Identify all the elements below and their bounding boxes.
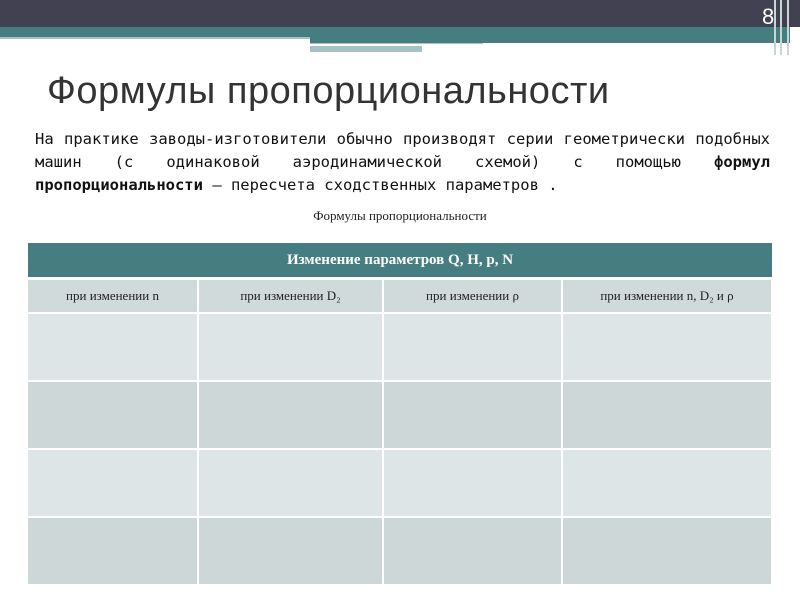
table-row [28,381,773,450]
cell [562,381,773,450]
cell [383,517,563,586]
table-caption: Формулы пропорциональности [313,208,487,223]
text: На практике заводы-изготовители обычно п… [35,130,770,171]
cell [383,449,563,518]
decor-line [310,43,483,46]
formula-table: Изменение параметров Q, H, p, N при изме… [28,243,773,586]
cell [198,517,384,586]
decor-line [780,0,782,55]
cell [562,449,773,518]
cell [28,449,199,518]
table-row [28,517,773,586]
cell [383,313,563,382]
top-bar [0,0,800,27]
column-header: при изменении n [28,278,199,314]
table-row [28,313,773,382]
cell [562,517,773,586]
decor-line [787,0,789,55]
text: – пересчета сходственных параметров . [202,176,558,194]
cell [198,313,384,382]
decor-line [774,0,776,55]
decor-band [0,27,790,38]
table-header: Изменение параметров Q, H, p, N [28,243,772,280]
body-paragraph: На практике заводы-изготовители обычно п… [35,128,770,197]
decor-band [0,37,310,39]
cell [28,313,199,382]
column-header: при изменении n, D₂ и ρ [562,278,773,314]
column-header: при изменении ρ [383,278,563,314]
slide-number: 8 [762,4,775,29]
cell [562,313,773,382]
slide-title: Формулы пропорциональности [47,70,610,112]
decor-band [310,38,790,43]
cell [198,449,384,518]
cell [198,381,384,450]
cell [28,517,199,586]
cell [28,381,199,450]
column-header: при изменении D₂ [198,278,384,314]
decor-band [310,46,422,52]
cell [383,381,563,450]
table-row [28,449,773,518]
bold-term: формул пропорциональности [35,153,770,194]
